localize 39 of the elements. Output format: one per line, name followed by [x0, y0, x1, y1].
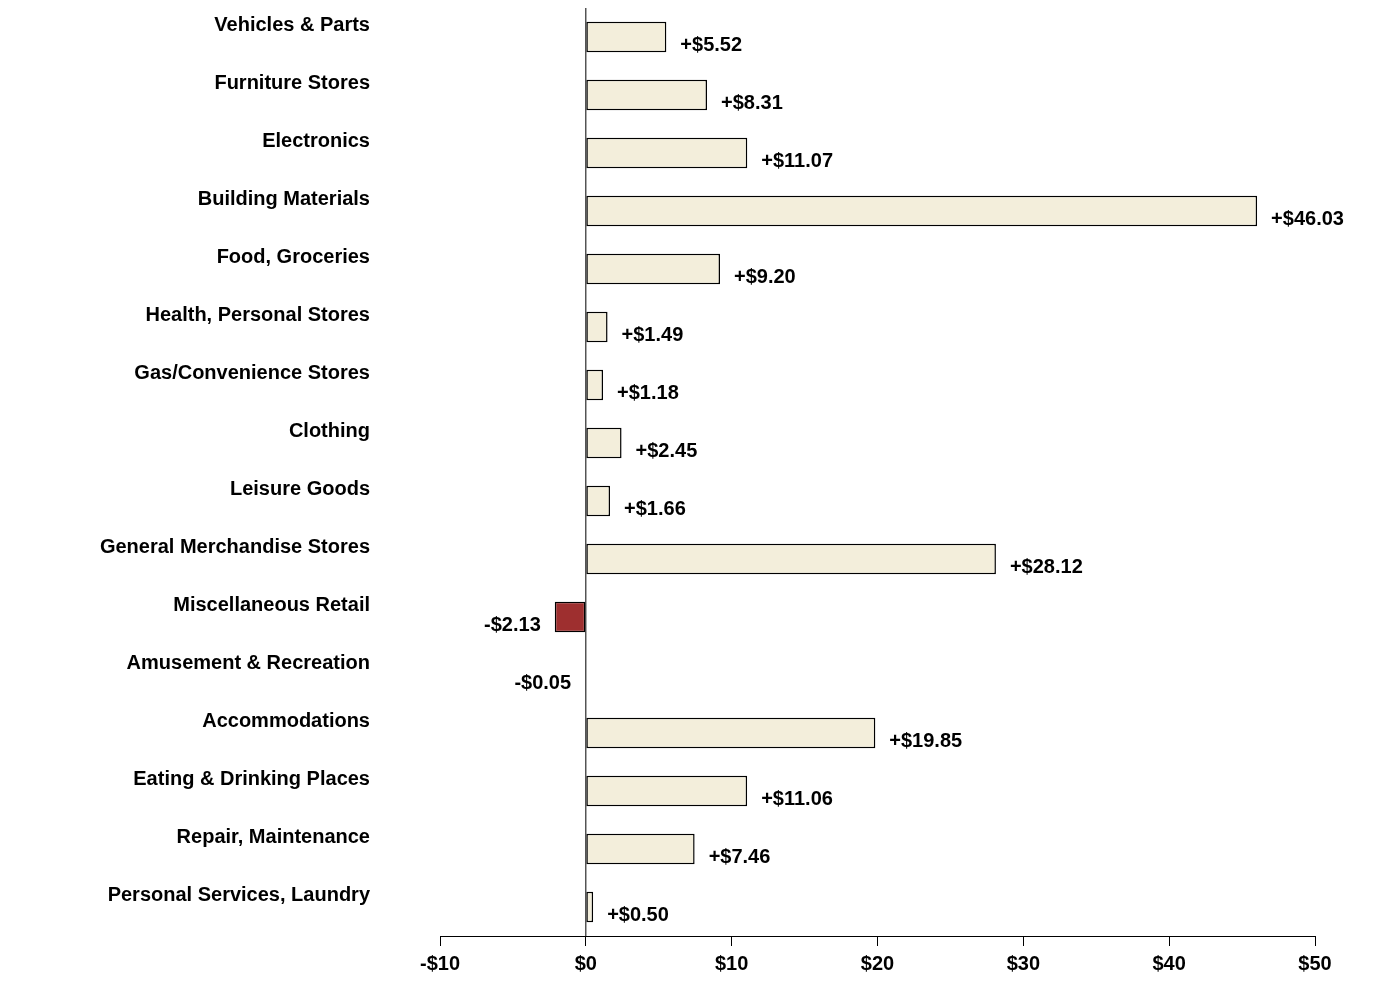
y-tick-label: Repair, Maintenance [176, 824, 370, 847]
data-label: +$2.45 [635, 438, 698, 461]
y-tick-label: Accommodations [202, 708, 370, 731]
y-tick-label: Gas/Convenience Stores [134, 360, 370, 383]
y-tick-label: Leisure Goods [229, 476, 370, 499]
data-label: +$0.50 [607, 902, 669, 925]
y-tick-label: Personal Services, Laundry [107, 882, 371, 905]
x-tick-label: $30 [1006, 951, 1041, 974]
y-tick-label: Amusement & Recreation [126, 650, 370, 673]
data-label: +$1.66 [624, 496, 686, 519]
y-tick-label: Miscellaneous Retail [173, 592, 370, 615]
data-label: +$1.49 [621, 322, 684, 345]
x-tick-label: $20 [860, 951, 895, 974]
data-label: +$1.18 [617, 380, 679, 403]
x-tick-label: $0 [574, 951, 597, 974]
y-tick-label: Clothing [288, 418, 370, 441]
data-label: +$46.03 [1271, 206, 1344, 229]
data-label: +$28.12 [1009, 554, 1083, 577]
y-tick-label: Electronics [262, 128, 370, 151]
y-tick-label: General Merchandise Stores [99, 534, 370, 557]
y-tick-label: Eating & Drinking Places [133, 766, 370, 789]
data-label: +$7.46 [708, 844, 771, 867]
data-label: +$11.07 [761, 148, 834, 171]
x-tick-label: $40 [1152, 951, 1186, 974]
data-label: +$11.06 [761, 786, 833, 809]
y-tick-label: Furniture Stores [214, 70, 370, 93]
x-tick-label: -$10 [419, 951, 461, 974]
y-tick-label: Building Materials [197, 186, 370, 209]
data-label: +$5.52 [680, 32, 743, 55]
data-label: -$0.05 [514, 670, 572, 693]
data-label: +$8.31 [721, 90, 783, 113]
data-label: +$19.85 [889, 728, 963, 751]
y-tick-label: Health, Personal Stores [145, 302, 370, 325]
x-tick-label: $50 [1298, 951, 1332, 974]
y-tick-label: Vehicles & Parts [214, 12, 370, 35]
data-label: -$2.13 [484, 612, 541, 635]
data-label: +$9.20 [734, 264, 796, 287]
x-tick-label: $10 [714, 951, 749, 974]
y-tick-label: Food, Groceries [216, 244, 370, 267]
